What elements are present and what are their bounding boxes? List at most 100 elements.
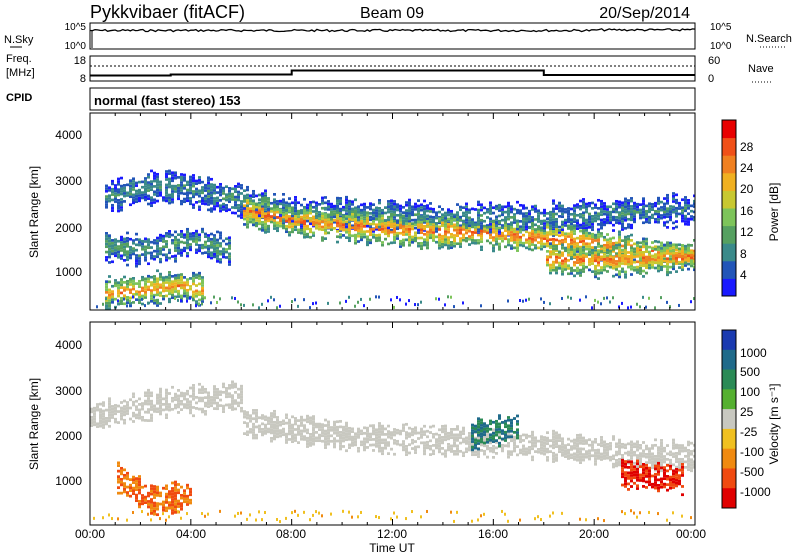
power-cell xyxy=(141,181,144,184)
velocity-cell xyxy=(363,426,366,429)
power-cell xyxy=(354,226,357,229)
power-cell xyxy=(645,242,648,245)
velocity-cell xyxy=(138,478,141,481)
power-cell xyxy=(636,250,639,253)
velocity-cell xyxy=(243,416,246,419)
power-cell xyxy=(615,200,618,203)
power-cell xyxy=(150,292,153,295)
power-cell xyxy=(144,248,147,251)
power-cell xyxy=(645,213,648,216)
power-cell xyxy=(180,181,183,184)
power-cell xyxy=(249,194,252,197)
power-cell xyxy=(147,244,150,247)
velocity-cell xyxy=(168,406,171,409)
velocity-cell xyxy=(384,447,387,450)
nave-right-tick-top: 60 xyxy=(708,55,720,67)
power-cell xyxy=(417,210,420,213)
velocity-cell xyxy=(132,420,135,423)
power-cell xyxy=(669,258,672,261)
velocity-cell xyxy=(102,426,105,429)
power-cell xyxy=(123,248,126,251)
power-cell xyxy=(582,234,585,237)
power-cell xyxy=(639,253,642,256)
power-cell xyxy=(183,187,186,190)
power-cell xyxy=(228,242,231,245)
velocity-cell xyxy=(348,430,351,433)
power-cell xyxy=(435,222,438,225)
velocity-cell xyxy=(180,497,183,500)
power-cell xyxy=(528,213,531,216)
power-cell xyxy=(504,245,507,248)
power-cell xyxy=(450,244,453,247)
power-cell xyxy=(588,223,591,226)
power-cell xyxy=(408,228,411,231)
power-cell xyxy=(222,197,225,200)
power-cell xyxy=(105,259,108,262)
power-cell xyxy=(369,239,372,242)
power-cell xyxy=(228,198,231,201)
velocity-cell xyxy=(180,486,183,489)
power-cell xyxy=(177,252,180,255)
power-cell xyxy=(117,178,120,181)
power-cell xyxy=(546,256,549,259)
velocity-cell xyxy=(132,404,135,407)
velocity-cell xyxy=(162,501,165,504)
power-cell xyxy=(465,205,468,208)
power-cell xyxy=(324,196,327,199)
power-cell xyxy=(564,263,567,266)
velocity-cell xyxy=(177,403,180,406)
power-cell xyxy=(294,209,297,212)
power-cell xyxy=(495,207,498,210)
velocity-cell xyxy=(396,443,399,446)
power-cell xyxy=(366,235,369,238)
power-cell xyxy=(594,276,597,279)
power-cell xyxy=(219,245,222,248)
power-cell xyxy=(123,298,125,301)
power-cell xyxy=(246,207,249,210)
power-cell xyxy=(135,200,138,203)
velocity-cell xyxy=(414,448,417,451)
power-cell xyxy=(456,242,459,245)
velocity-cell xyxy=(120,407,123,410)
velocity-cell xyxy=(330,434,333,437)
velocity-cell xyxy=(498,425,501,428)
power-cell xyxy=(651,203,654,206)
velocity-cell xyxy=(495,434,498,437)
power-cell xyxy=(627,210,630,213)
power-cell xyxy=(591,202,594,205)
power-cell xyxy=(324,232,327,235)
power-cell xyxy=(609,211,612,214)
power-cell xyxy=(183,179,186,182)
power-cell xyxy=(594,259,597,262)
power-cell xyxy=(630,234,633,237)
power-cell xyxy=(171,193,174,196)
power-cell xyxy=(312,210,315,213)
power-cell xyxy=(621,201,624,204)
power-cell xyxy=(402,239,405,242)
velocity-cell xyxy=(477,420,480,423)
velocity-cell xyxy=(393,512,395,515)
power-cell xyxy=(333,213,336,216)
power-cell xyxy=(564,249,567,252)
power-cell xyxy=(594,265,597,268)
velocity-cell xyxy=(213,385,216,388)
velocity-cell xyxy=(141,497,144,500)
power-cell xyxy=(126,258,129,261)
power-cell xyxy=(588,269,591,272)
power-cell xyxy=(405,222,408,225)
power-cell xyxy=(507,210,510,213)
power-cell xyxy=(279,200,282,203)
velocity-cell xyxy=(132,476,135,479)
power-cell xyxy=(369,231,372,234)
noise-left-tick-bottom: 10^0 xyxy=(65,41,87,52)
velocity-cell xyxy=(114,421,117,424)
power-cell xyxy=(636,271,639,274)
power-cell xyxy=(198,299,201,302)
power-cell xyxy=(168,186,171,189)
velocity-cell xyxy=(216,394,219,397)
velocity-cell xyxy=(426,430,429,433)
power-cell xyxy=(609,219,612,222)
power-cell xyxy=(456,232,459,235)
power-cell xyxy=(111,301,114,304)
velocity-cell xyxy=(315,423,318,426)
